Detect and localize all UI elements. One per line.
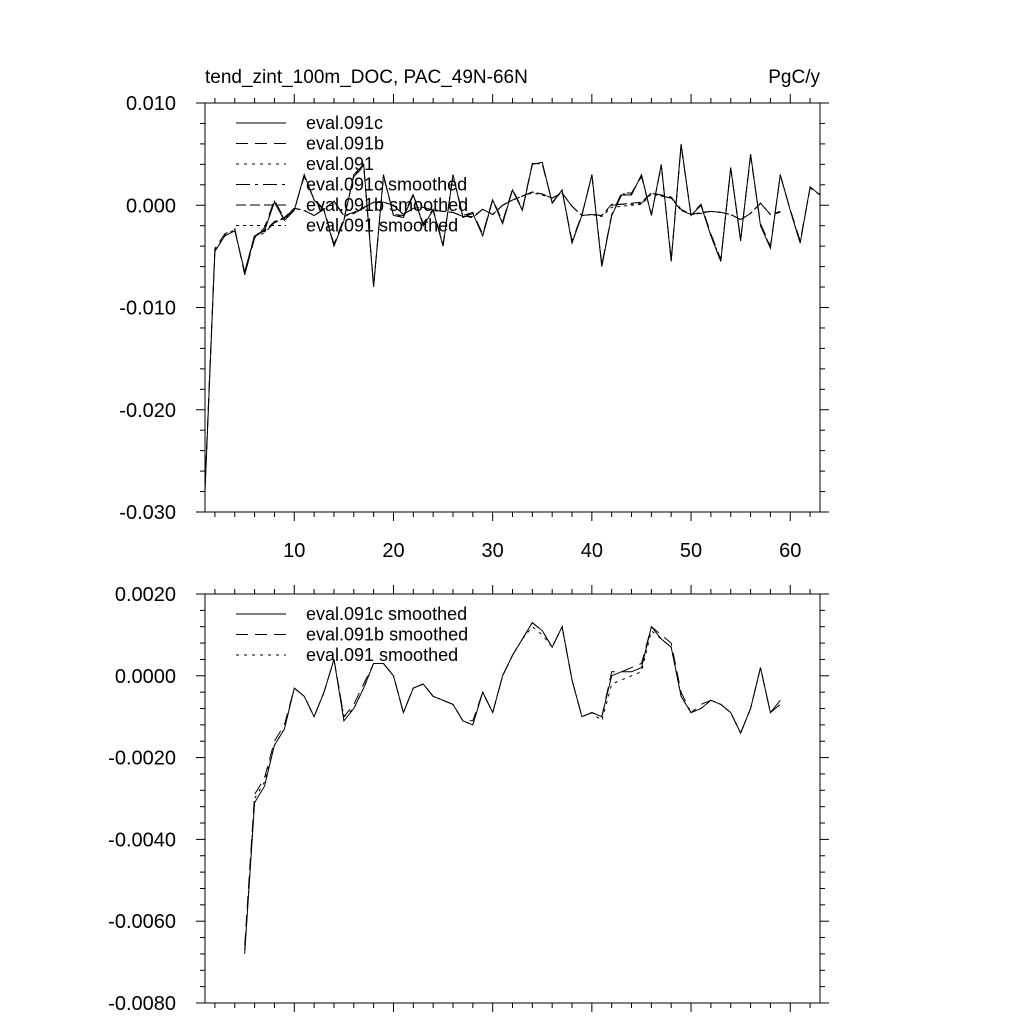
legend-label: eval.091c smoothed xyxy=(306,604,467,624)
x-tick-label: 30 xyxy=(482,540,504,562)
plot-frame xyxy=(204,102,821,513)
legend-label: eval.091b smoothed xyxy=(306,625,468,645)
y-tick-label: 0.0000 xyxy=(115,666,176,688)
y-tick-label: -0.0020 xyxy=(108,748,176,770)
x-tick-label: 50 xyxy=(680,540,702,562)
series-line xyxy=(244,192,781,274)
legend-label: eval.091 xyxy=(306,154,374,174)
y-tick-label: 0.000 xyxy=(126,195,176,217)
y-tick-label: -0.020 xyxy=(119,400,176,422)
y-tick-label: -0.030 xyxy=(119,502,176,524)
top-panel: tend_zint_100m_DOC, PAC_49N-66N PgC/y 10… xyxy=(119,67,829,562)
series-line xyxy=(244,621,781,946)
legend-label: eval.091b xyxy=(306,134,384,154)
y-tick-label: -0.0060 xyxy=(108,911,176,933)
series-line xyxy=(244,621,781,954)
y-tick-label: -0.010 xyxy=(119,298,176,320)
legend-label: eval.091 smoothed xyxy=(306,645,458,665)
chart-units: PgC/y xyxy=(768,67,820,88)
x-tick-label: 60 xyxy=(779,540,801,562)
y-tick-label: 0.010 xyxy=(126,93,176,115)
chart-title: tend_zint_100m_DOC, PAC_49N-66N xyxy=(205,67,528,88)
legend-label: eval.091b smoothed xyxy=(306,195,468,215)
x-tick-label: 20 xyxy=(382,540,404,562)
legend-label: eval.091 smoothed xyxy=(306,216,458,236)
series-line xyxy=(204,143,821,492)
x-tick-label: 10 xyxy=(283,540,305,562)
series-line xyxy=(204,144,821,490)
bottom-panel: -0.0080 -0.0060 -0.0040 -0.0020 0.0000 0.0020… xyxy=(108,584,829,1015)
y-tick-label: -0.0040 xyxy=(108,829,176,851)
legend-label: eval.091c smoothed xyxy=(306,175,467,195)
series-line xyxy=(244,625,781,950)
legend-label: eval.091c xyxy=(306,113,383,133)
x-tick-label: 40 xyxy=(581,540,603,562)
y-tick-label: -0.0080 xyxy=(108,993,176,1015)
y-tick-label: 0.0020 xyxy=(115,584,176,606)
